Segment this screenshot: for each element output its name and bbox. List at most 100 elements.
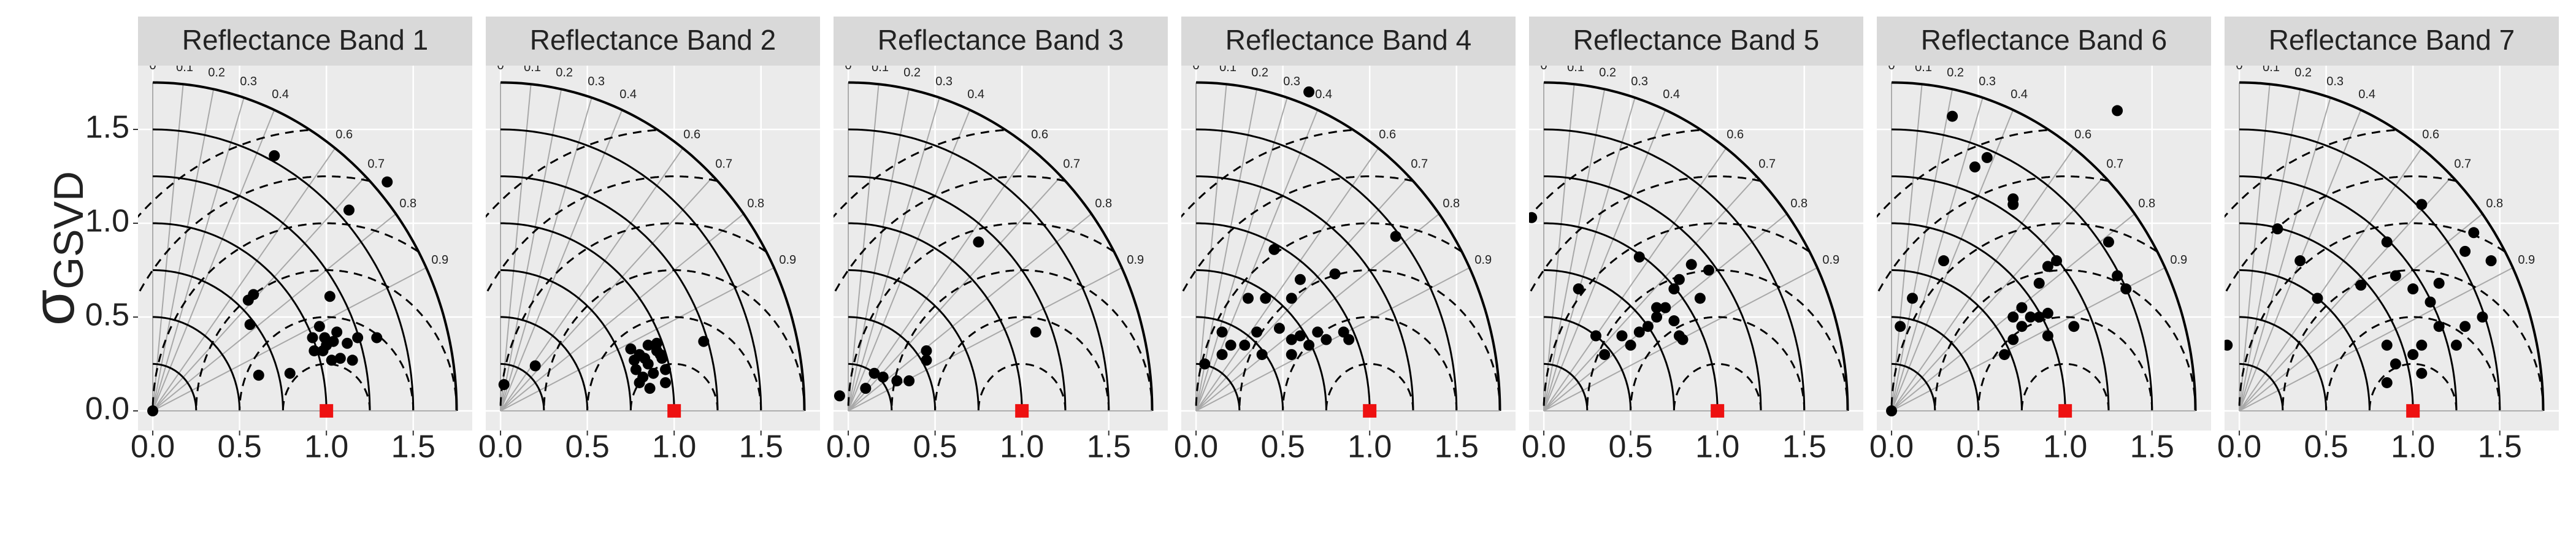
correlation-label: 0.9: [1127, 253, 1144, 267]
correlation-label: 0.1: [176, 61, 193, 74]
plot-area: 0 0.1 0.2 0.3 0.4 0.6 0.7 0.8 0.9: [138, 61, 472, 431]
correlation-line: [1891, 84, 1923, 411]
point: [352, 332, 364, 343]
point: [1390, 231, 1401, 242]
point: [1030, 326, 1041, 338]
rmsd-arc: [1181, 129, 1352, 218]
point: [634, 377, 645, 388]
point: [242, 294, 254, 306]
point: [2459, 245, 2471, 257]
point: [2381, 377, 2393, 388]
rmsd-arc: [138, 129, 309, 218]
correlation-label: 0.7: [2106, 158, 2123, 171]
correlation-line: [2239, 89, 2301, 412]
point: [1685, 259, 1697, 270]
correlation-label: 0.6: [1379, 128, 1396, 141]
correlation-label: 0.9: [2518, 253, 2535, 267]
point: [1268, 243, 1280, 255]
correlation-label: 0.1: [872, 61, 889, 74]
point: [1321, 334, 1332, 345]
correlation-line: [2239, 213, 2483, 412]
point: [2390, 270, 2401, 282]
correlation-line: [1195, 97, 1288, 412]
correlation-label: 0.7: [2454, 158, 2471, 171]
point: [1216, 326, 1228, 338]
sd-arc: [848, 175, 1067, 411]
point: [1660, 302, 1671, 313]
rmsd-arc: [138, 175, 370, 297]
correlation-line: [1543, 97, 1636, 412]
correlation-label: 0.2: [1947, 66, 1964, 79]
point: [2112, 270, 2123, 282]
point: [1694, 293, 1706, 304]
point: [1668, 283, 1680, 295]
sd-arc: [1892, 81, 2197, 411]
sd-arc: [153, 175, 371, 411]
panel-background: [1877, 66, 2211, 431]
point: [2416, 339, 2428, 351]
correlation-line: [1195, 148, 1379, 412]
correlation-label: 0.9: [1822, 253, 1839, 267]
point: [2025, 311, 2036, 323]
point: [1895, 321, 1906, 332]
sd-arc: [2239, 269, 2371, 411]
reference-point: [320, 404, 334, 418]
correlation-label: 0.9: [779, 253, 796, 267]
point: [2416, 367, 2428, 379]
strip: [486, 17, 820, 66]
correlation-label: 0.9: [2170, 253, 2187, 267]
point: [1573, 283, 1584, 295]
correlation-label: 0.3: [935, 75, 953, 88]
point: [2068, 321, 2080, 332]
point: [147, 405, 159, 416]
correlation-label: 0.4: [2011, 88, 2028, 101]
correlation-label: 0.7: [367, 158, 385, 171]
correlation-label: 0: [1888, 59, 1895, 72]
correlation-label: 0.1: [524, 61, 541, 74]
y-tick-label: 1.0: [85, 204, 129, 239]
point: [1251, 326, 1263, 338]
y-tick-label: 0.0: [85, 391, 129, 427]
point: [903, 375, 915, 386]
point: [2112, 105, 2123, 117]
correlation-label: 0.2: [903, 66, 921, 79]
panel-title: Reflectance Band 4: [1225, 24, 1472, 56]
correlation-line: [1891, 89, 1953, 412]
point: [324, 291, 335, 302]
reference-point: [1015, 404, 1029, 418]
y-label-symbol: σ: [21, 289, 86, 326]
sd-arc: [1544, 175, 1762, 411]
point: [244, 319, 256, 331]
correlation-label: 0.7: [1411, 158, 1428, 171]
rmsd-arc: [499, 222, 767, 411]
strip: [1529, 17, 1863, 66]
point: [1907, 293, 1919, 304]
correlation-label: 0.8: [2138, 197, 2155, 210]
rmsd-arc: [1977, 316, 2153, 411]
point: [1673, 330, 1685, 342]
sd-arc: [500, 81, 806, 411]
point: [630, 364, 642, 375]
correlation-label: 0.6: [2422, 128, 2439, 141]
y-label-subscript: GSVD: [45, 171, 92, 289]
point: [2459, 321, 2471, 332]
reference-point: [2058, 404, 2072, 418]
point: [2355, 279, 2367, 291]
correlation-label: 0.1: [1219, 61, 1236, 74]
correlation-label: 0.6: [335, 128, 353, 141]
point: [326, 355, 337, 366]
point: [347, 355, 358, 366]
correlation-label: 0.2: [2294, 66, 2312, 79]
correlation-label: 0.8: [747, 197, 764, 210]
sd-arc: [1544, 222, 1719, 411]
correlation-label: 0.4: [1315, 88, 1332, 101]
correlation-label: 0.1: [1567, 61, 1584, 74]
panel-title: Reflectance Band 7: [2269, 24, 2515, 56]
point: [1303, 86, 1315, 98]
correlation-label: 0.7: [715, 158, 732, 171]
point: [891, 375, 903, 386]
rmsd-arc: [2238, 222, 2506, 411]
point: [921, 345, 932, 356]
point: [1668, 315, 1680, 327]
point: [2450, 339, 2462, 351]
